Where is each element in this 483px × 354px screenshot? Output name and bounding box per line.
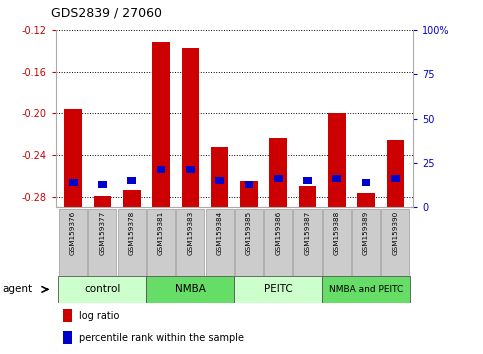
Bar <box>298 186 316 207</box>
Bar <box>323 209 351 276</box>
Text: percentile rank within the sample: percentile rank within the sample <box>79 333 244 343</box>
Text: NMBA: NMBA <box>175 284 206 295</box>
Bar <box>128 177 136 184</box>
Text: GSM159378: GSM159378 <box>128 211 135 255</box>
Bar <box>94 196 111 207</box>
Bar <box>332 175 341 182</box>
Bar <box>63 309 71 322</box>
Text: GSM159390: GSM159390 <box>392 211 398 255</box>
Bar <box>235 209 263 276</box>
Text: GSM159376: GSM159376 <box>70 211 76 255</box>
Text: GSM159388: GSM159388 <box>334 211 340 255</box>
Bar <box>352 209 380 276</box>
Bar <box>240 181 258 207</box>
Bar <box>270 138 287 207</box>
Bar <box>64 109 82 207</box>
Bar <box>234 276 322 303</box>
Bar <box>147 209 175 276</box>
Text: GDS2839 / 27060: GDS2839 / 27060 <box>51 6 162 19</box>
Bar <box>357 193 375 207</box>
Bar <box>63 331 71 344</box>
Bar <box>118 209 146 276</box>
Text: GSM159385: GSM159385 <box>246 211 252 255</box>
Bar <box>211 147 228 207</box>
Bar <box>69 179 77 186</box>
Bar <box>303 177 312 184</box>
Bar <box>381 209 410 276</box>
Bar <box>215 177 224 184</box>
Bar <box>206 209 234 276</box>
Bar <box>59 209 87 276</box>
Text: agent: agent <box>2 284 32 295</box>
Text: GSM159389: GSM159389 <box>363 211 369 255</box>
Bar <box>146 276 234 303</box>
Bar <box>244 181 253 188</box>
Bar <box>294 209 322 276</box>
Bar <box>152 41 170 207</box>
Bar <box>123 190 141 207</box>
Bar <box>391 175 400 182</box>
Bar <box>182 48 199 207</box>
Bar <box>156 166 165 173</box>
Bar <box>264 209 292 276</box>
Bar <box>58 276 146 303</box>
Bar <box>176 209 204 276</box>
Bar <box>88 209 116 276</box>
Bar <box>322 276 410 303</box>
Bar <box>386 141 404 207</box>
Text: control: control <box>84 284 121 295</box>
Text: GSM159383: GSM159383 <box>187 211 193 255</box>
Text: log ratio: log ratio <box>79 310 119 321</box>
Text: NMBA and PEITC: NMBA and PEITC <box>329 285 403 294</box>
Text: PEITC: PEITC <box>264 284 293 295</box>
Bar <box>362 179 370 186</box>
Text: GSM159377: GSM159377 <box>99 211 105 255</box>
Bar <box>98 181 107 188</box>
Bar <box>328 113 345 207</box>
Text: GSM159384: GSM159384 <box>216 211 223 255</box>
Text: GSM159386: GSM159386 <box>275 211 281 255</box>
Bar <box>274 175 283 182</box>
Text: GSM159387: GSM159387 <box>304 211 311 255</box>
Bar <box>186 166 195 173</box>
Text: GSM159381: GSM159381 <box>158 211 164 255</box>
